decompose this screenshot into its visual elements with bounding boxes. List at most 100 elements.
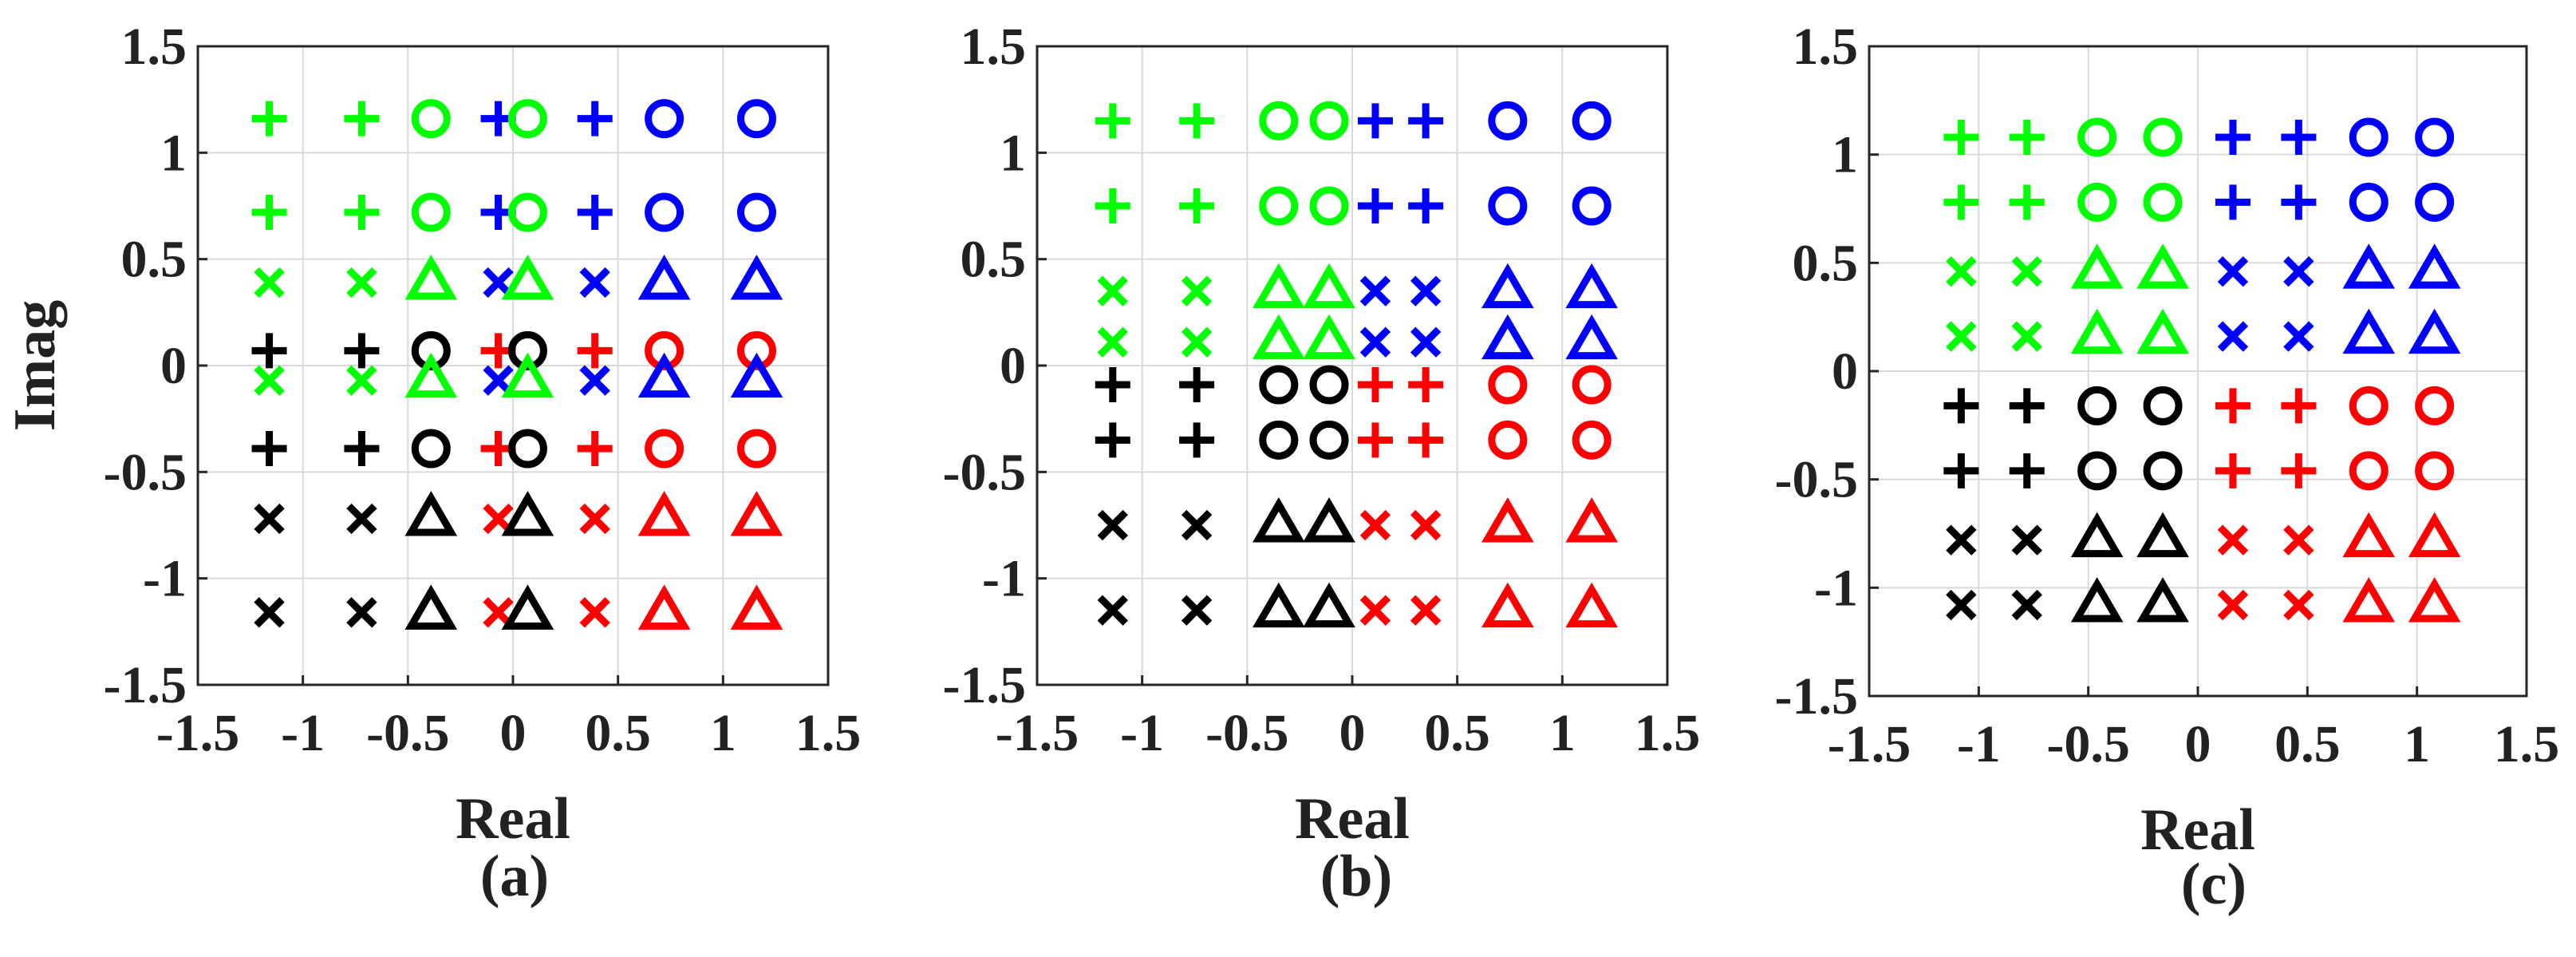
plus-marker [1408, 422, 1444, 458]
plus-marker [251, 195, 287, 230]
y-tick-label: 1.5 [1793, 18, 1859, 76]
plus-marker [251, 333, 287, 369]
plus-marker [344, 195, 380, 230]
plus-marker [1179, 103, 1215, 139]
triangle-marker [730, 584, 783, 630]
plus-marker [2281, 388, 2317, 424]
plus-marker [1943, 119, 1979, 155]
triangle-marker [1481, 314, 1534, 360]
plus-marker [2009, 119, 2045, 155]
triangle-marker [637, 491, 691, 536]
triangle-marker [1252, 497, 1305, 543]
x-tick-label: 0 [500, 704, 527, 762]
plus-marker [1095, 422, 1130, 458]
triangle-marker [2070, 308, 2124, 354]
plus-marker [1357, 188, 1393, 223]
triangle-marker [1303, 582, 1355, 628]
cross-marker [254, 365, 285, 396]
circle-marker [2143, 182, 2183, 222]
y-tick-label: 0 [1000, 337, 1026, 395]
triangle-marker [2342, 243, 2396, 289]
triangle-marker [1481, 582, 1534, 628]
circle-marker [411, 192, 451, 232]
cross-marker [1359, 595, 1391, 626]
plus-marker [1943, 388, 1979, 424]
circle-marker [1572, 101, 1611, 140]
triangle-marker [501, 584, 554, 630]
circle-marker [1309, 365, 1349, 405]
cross-marker [1410, 275, 1442, 306]
y-tick-label: -1.5 [104, 656, 187, 714]
circle-marker [645, 429, 684, 469]
x-tick-label: -1.5 [1828, 715, 1911, 773]
x-tick-label: 0.5 [2274, 715, 2341, 773]
triangle-marker [637, 352, 691, 398]
cross-marker [1946, 256, 1977, 287]
circle-marker [411, 99, 451, 139]
cross-marker [2011, 321, 2042, 352]
circle-marker [2349, 451, 2389, 491]
circle-marker [2415, 386, 2455, 425]
plus-marker [1095, 103, 1130, 139]
x-tick-label: 1.5 [795, 704, 862, 762]
plot-frame [1868, 45, 2528, 698]
x-tick-label: 0.5 [1424, 704, 1490, 762]
y-tick-label: -1 [1814, 559, 1858, 617]
cross-marker [1410, 595, 1442, 626]
triangle-marker [2136, 512, 2189, 558]
y-tick-label: 0.5 [961, 231, 1027, 289]
y-tick-label: 0.5 [1793, 234, 1859, 292]
triangle-marker [2070, 577, 2124, 623]
plot-frame [1036, 45, 1669, 686]
cross-marker [2217, 589, 2249, 621]
circle-marker [2415, 117, 2455, 157]
cross-marker [2283, 321, 2314, 352]
triangle-marker [2136, 308, 2189, 354]
cross-marker [2217, 524, 2249, 556]
triangle-marker [637, 584, 691, 630]
y-tick-label: 0 [1832, 342, 1858, 401]
circle-marker [1488, 101, 1528, 140]
plus-marker [577, 333, 613, 369]
y-tick-label: -1 [982, 550, 1026, 608]
triangle-marker [1303, 497, 1355, 543]
plus-marker [1095, 188, 1130, 223]
cross-marker [1181, 275, 1213, 306]
x-tick-label: -1 [1120, 704, 1164, 762]
plus-marker [2009, 388, 2045, 424]
x-tick-label: -1 [1957, 715, 2001, 773]
plus-marker [1408, 188, 1444, 223]
cross-marker [1359, 275, 1391, 306]
circle-marker [2077, 117, 2117, 157]
triangle-marker [501, 255, 554, 300]
data-points [1095, 101, 1619, 628]
x-tick-label: -0.5 [2046, 715, 2129, 773]
circle-marker [507, 99, 547, 139]
triangle-marker [1565, 263, 1619, 309]
triangle-marker [404, 352, 458, 398]
x-tick-label: -1.5 [996, 704, 1079, 762]
plus-marker [2215, 119, 2251, 155]
plus-marker [344, 431, 380, 466]
circle-marker [1259, 186, 1299, 226]
triangle-marker [2408, 577, 2461, 623]
circle-marker [2077, 386, 2117, 425]
triangle-marker [1303, 314, 1355, 360]
circle-marker [507, 429, 547, 469]
y-tick-label: -1.5 [1775, 667, 1858, 726]
plus-marker [1943, 184, 1979, 220]
plus-marker [344, 333, 380, 369]
plus-marker [251, 431, 287, 466]
cross-marker [2283, 256, 2314, 287]
x-tick-label: 1.5 [1635, 704, 1701, 762]
panel-a: -1.5 -1 -0.5 0 0.5 1 1.5 1.5 1 0.5 0 -0.5 -1 -1.5 Real… [2, 18, 861, 909]
cross-marker [2283, 524, 2314, 556]
y-tick-label: -0.5 [943, 443, 1026, 501]
triangle-marker [404, 255, 458, 300]
plus-marker [1179, 367, 1215, 402]
triangle-marker [2136, 577, 2189, 623]
cross-marker [1359, 509, 1391, 541]
x-tick-label: 1 [710, 704, 736, 762]
circle-marker [2415, 451, 2455, 491]
